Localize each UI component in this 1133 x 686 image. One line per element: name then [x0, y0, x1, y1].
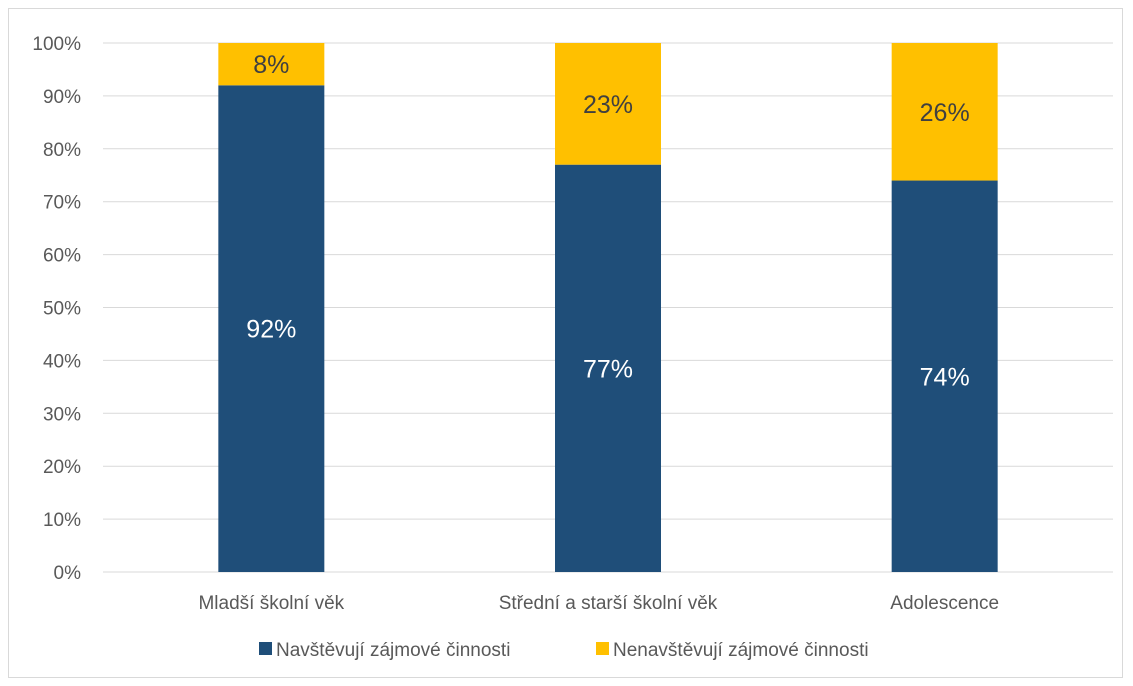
legend-swatch [596, 642, 609, 655]
legend-swatch [259, 642, 272, 655]
bar-segment-attend [555, 164, 661, 573]
bar-segment-attend [218, 85, 325, 572]
y-tick-label: 80% [43, 140, 81, 161]
bars [218, 43, 998, 573]
y-tick-label: 60% [43, 246, 81, 267]
bar-segment-not-attend [218, 43, 325, 86]
y-tick-label: 40% [43, 351, 81, 372]
legend-label: Navštěvují zájmové činnosti [276, 640, 510, 661]
bar-segment-not-attend [891, 43, 998, 181]
legend-label: Nenavštěvují zájmové činnosti [613, 640, 869, 661]
y-tick-label: 90% [43, 87, 81, 108]
bar-segment-attend [891, 180, 998, 573]
data-label: 26% [920, 99, 970, 127]
y-tick-label: 30% [43, 404, 81, 425]
data-label: 92% [246, 316, 296, 344]
y-tick-label: 100% [32, 34, 81, 55]
x-category-label: Střední a starší školní věk [499, 593, 718, 614]
y-axis-tick-labels: 0% 10% 20% 30% 40% 50% 60% 70% 80% 90% 100% [32, 34, 81, 584]
data-label: 77% [583, 355, 633, 383]
bar-segment-not-attend [555, 43, 661, 165]
legend: Navštěvují zájmové činnosti Nenavštěvují … [259, 640, 869, 661]
data-label: 23% [583, 91, 633, 119]
x-category-label: Adolescence [890, 593, 999, 614]
y-tick-label: 50% [43, 299, 81, 320]
data-labels: 92% 8% 77% 23% 74% 26% [246, 51, 969, 391]
data-label: 8% [253, 51, 289, 79]
y-tick-label: 0% [54, 563, 82, 584]
data-label: 74% [920, 363, 970, 391]
y-tick-label: 20% [43, 457, 81, 478]
x-category-label: Mladší školní věk [198, 593, 344, 614]
x-axis-category-labels: Mladší školní věk Střední a starší školní… [198, 593, 999, 614]
y-tick-label: 10% [43, 510, 81, 531]
y-tick-label: 70% [43, 193, 81, 214]
